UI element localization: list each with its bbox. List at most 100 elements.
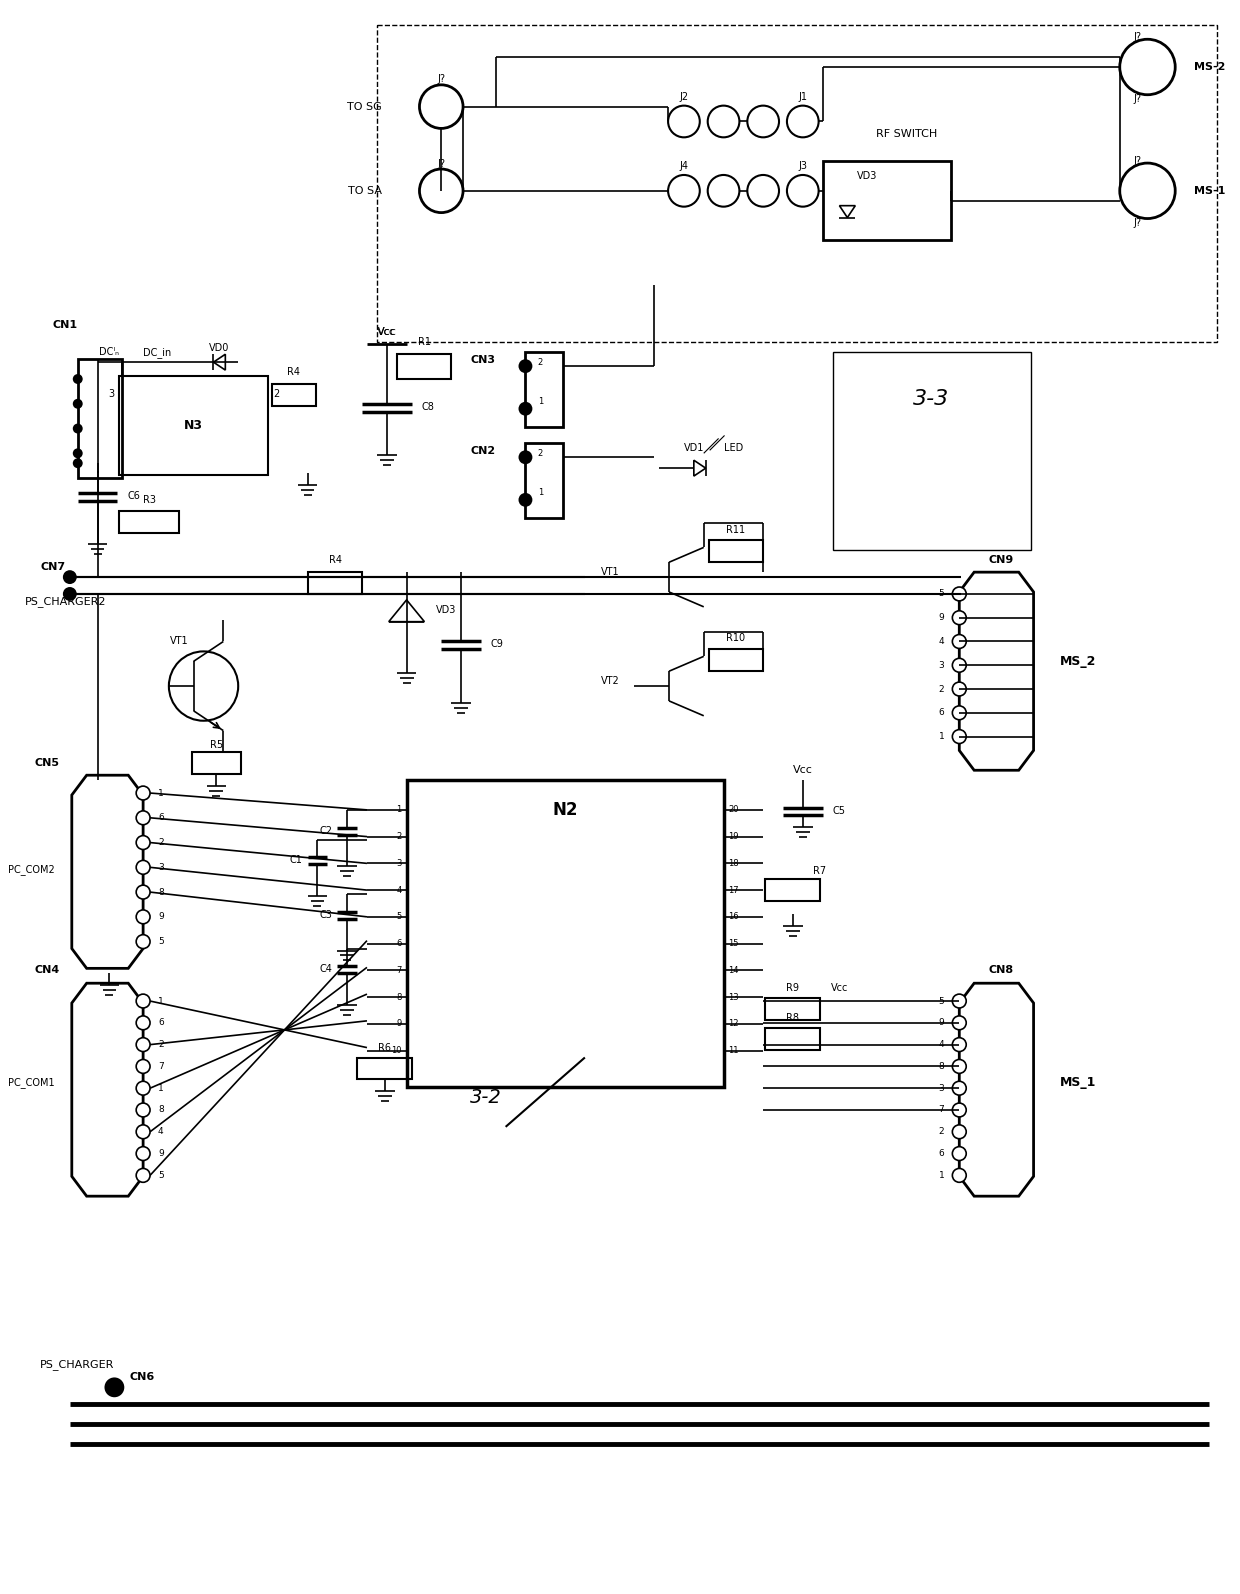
- Bar: [822, 161, 951, 241]
- Text: CN8: CN8: [988, 966, 1013, 976]
- Text: 3: 3: [157, 862, 164, 872]
- Text: N2: N2: [552, 800, 578, 819]
- Circle shape: [952, 658, 966, 673]
- Text: 5: 5: [397, 912, 402, 921]
- Circle shape: [73, 424, 83, 434]
- Text: CN4: CN4: [35, 966, 60, 976]
- Text: 3: 3: [108, 389, 114, 398]
- Text: 2: 2: [157, 838, 164, 846]
- Text: C1: C1: [290, 856, 303, 866]
- Text: VT1: VT1: [170, 636, 188, 647]
- Text: MS_1: MS_1: [1060, 1076, 1096, 1089]
- Text: J?: J?: [1133, 156, 1142, 166]
- Text: Vcc: Vcc: [377, 327, 397, 338]
- Text: J1: J1: [799, 92, 807, 102]
- Text: 4: 4: [397, 886, 402, 894]
- Circle shape: [136, 910, 150, 925]
- Circle shape: [136, 835, 150, 850]
- Text: DCᴵₙ: DCᴵₙ: [99, 347, 119, 357]
- Text: CN1: CN1: [52, 319, 77, 330]
- Text: TO SG: TO SG: [347, 102, 382, 112]
- Circle shape: [518, 451, 532, 464]
- Text: 11: 11: [729, 1046, 739, 1055]
- Circle shape: [136, 786, 150, 800]
- Circle shape: [952, 682, 966, 697]
- Text: VD3: VD3: [857, 171, 878, 182]
- Circle shape: [952, 1146, 966, 1160]
- Bar: [526, 443, 563, 518]
- Text: VT2: VT2: [601, 676, 620, 685]
- Text: 13: 13: [729, 993, 739, 1001]
- Text: C6: C6: [128, 491, 140, 501]
- Text: 1: 1: [157, 1084, 164, 1093]
- Text: 3: 3: [939, 1084, 945, 1093]
- Bar: [832, 352, 1030, 550]
- Text: DC_in: DC_in: [143, 347, 171, 357]
- Bar: [765, 880, 820, 901]
- Circle shape: [952, 1081, 966, 1095]
- Circle shape: [136, 1081, 150, 1095]
- Text: 8: 8: [939, 1062, 945, 1071]
- Circle shape: [668, 175, 699, 207]
- Text: 5: 5: [157, 937, 164, 947]
- Text: PS_CHARGER: PS_CHARGER: [40, 1360, 114, 1369]
- Text: MS-2: MS-2: [1194, 62, 1225, 72]
- Circle shape: [952, 706, 966, 720]
- Text: 2: 2: [939, 684, 945, 693]
- Text: CN6: CN6: [129, 1372, 155, 1382]
- Text: 2: 2: [538, 450, 543, 457]
- Text: RF SWITCH: RF SWITCH: [877, 129, 937, 139]
- Text: C5: C5: [832, 807, 846, 816]
- Circle shape: [419, 169, 463, 212]
- Bar: [377, 26, 1216, 343]
- Circle shape: [952, 1060, 966, 1073]
- Text: 1: 1: [397, 805, 402, 815]
- Text: 1: 1: [538, 397, 543, 406]
- Circle shape: [73, 448, 83, 457]
- Text: 19: 19: [729, 832, 739, 842]
- Circle shape: [708, 105, 739, 137]
- Circle shape: [136, 1015, 150, 1030]
- Text: 1: 1: [939, 1172, 945, 1180]
- Circle shape: [419, 84, 463, 129]
- Bar: [192, 752, 241, 775]
- Text: R3: R3: [143, 494, 155, 505]
- Text: PC_COM2: PC_COM2: [9, 864, 55, 875]
- Circle shape: [136, 1103, 150, 1117]
- Text: Vcc: Vcc: [831, 983, 848, 993]
- Text: 2: 2: [939, 1127, 945, 1137]
- Text: 8: 8: [397, 993, 402, 1001]
- Text: 20: 20: [729, 805, 739, 815]
- Text: C3: C3: [320, 910, 332, 920]
- Text: VD3: VD3: [436, 604, 456, 615]
- Text: J2: J2: [680, 92, 688, 102]
- Text: 5: 5: [939, 590, 945, 598]
- Text: PS_CHARGER2: PS_CHARGER2: [25, 596, 107, 607]
- Circle shape: [787, 105, 818, 137]
- Text: 18: 18: [729, 859, 739, 867]
- Circle shape: [73, 375, 83, 384]
- Text: R4: R4: [288, 367, 300, 378]
- Text: 1: 1: [538, 488, 543, 497]
- Circle shape: [136, 1168, 150, 1183]
- Text: 4: 4: [939, 638, 945, 646]
- Text: J4: J4: [680, 161, 688, 171]
- Text: Vcc: Vcc: [792, 765, 812, 775]
- Text: 8: 8: [157, 888, 164, 896]
- Circle shape: [136, 1146, 150, 1160]
- Bar: [397, 354, 451, 379]
- Text: 7: 7: [397, 966, 402, 976]
- Text: R4: R4: [329, 555, 342, 566]
- Text: 9: 9: [939, 1019, 945, 1028]
- Circle shape: [952, 1038, 966, 1052]
- Text: 1: 1: [157, 789, 164, 797]
- Text: 2: 2: [273, 389, 279, 398]
- Text: MS-1: MS-1: [1194, 186, 1225, 196]
- Circle shape: [136, 995, 150, 1007]
- Text: R8: R8: [786, 1012, 800, 1023]
- Circle shape: [169, 652, 238, 720]
- Text: 3: 3: [939, 662, 945, 669]
- Text: J3: J3: [799, 161, 807, 171]
- Text: R11: R11: [725, 524, 745, 534]
- Text: PC_COM1: PC_COM1: [9, 1078, 55, 1087]
